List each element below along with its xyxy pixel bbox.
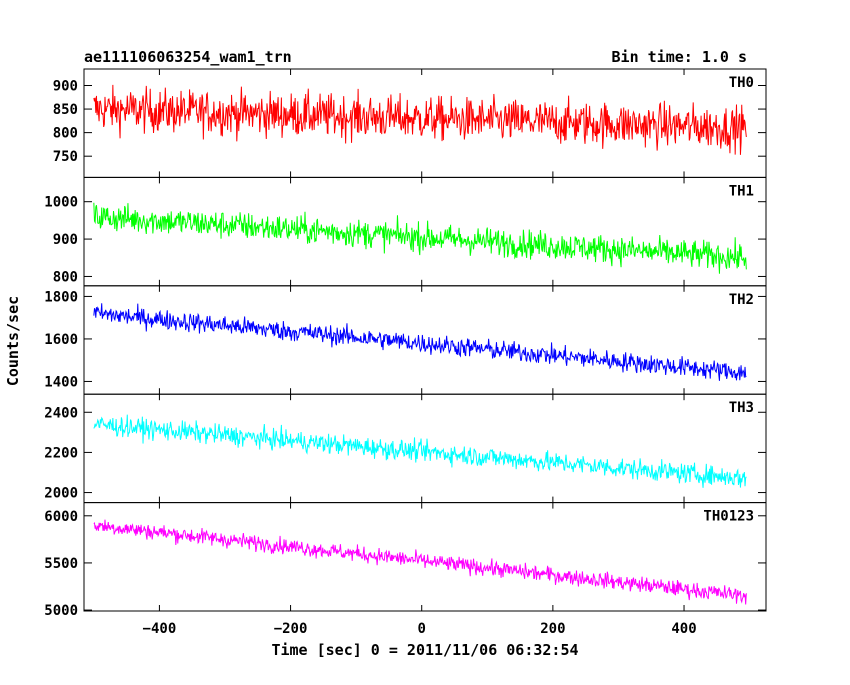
series-label-th1: TH1 bbox=[729, 183, 754, 199]
bin-time-label: Bin time: 1.0 s bbox=[612, 48, 747, 66]
panel-frame bbox=[83, 285, 767, 395]
series-line-th1 bbox=[93, 202, 747, 274]
y-tick-label: 1600 bbox=[44, 332, 78, 348]
y-tick-label: 2400 bbox=[44, 405, 78, 421]
series-line-th0123 bbox=[93, 519, 747, 605]
series-label-th3: TH3 bbox=[729, 400, 754, 416]
x-axis: −400 −200 0 200 400 bbox=[143, 621, 697, 637]
series-line-th0 bbox=[93, 84, 747, 155]
x-tick-label: −400 bbox=[143, 621, 177, 637]
y-axis-label: Counts/sec bbox=[4, 296, 22, 386]
panel-th0123: 5000 5500 6000 TH0123 bbox=[44, 502, 767, 619]
series-line-th3 bbox=[93, 414, 747, 488]
panel-th0: 750 800 850 900 TH0 bbox=[53, 68, 767, 178]
y-tick-label: 1800 bbox=[44, 289, 78, 305]
x-axis-label: Time [sec] 0 = 2011/11/06 06:32:54 bbox=[271, 641, 578, 659]
y-tick-label: 800 bbox=[53, 269, 78, 285]
y-tick-label: 5000 bbox=[44, 603, 78, 619]
panel-frame bbox=[83, 393, 767, 504]
y-tick-label: 1000 bbox=[44, 195, 78, 211]
panel-th1: 800 900 1000 TH1 bbox=[44, 176, 767, 287]
series-label-th0123: TH0123 bbox=[703, 509, 754, 525]
y-tick-label: 900 bbox=[53, 232, 78, 248]
series-label-th0: TH0 bbox=[729, 75, 754, 91]
series-label-th2: TH2 bbox=[729, 292, 754, 308]
panel-th2: 1400 1600 1800 TH2 bbox=[44, 285, 767, 395]
y-tick-label: 850 bbox=[53, 102, 78, 118]
y-tick-label: 900 bbox=[53, 78, 78, 94]
x-tick-label: 200 bbox=[540, 621, 565, 637]
y-tick-label: 2000 bbox=[44, 486, 78, 502]
panel-frame bbox=[83, 176, 767, 287]
panels-group: 750 800 850 900 TH0 800 900 1000 TH1 1400 1600 1800… bbox=[44, 68, 767, 619]
y-tick-label: 2200 bbox=[44, 445, 78, 461]
y-tick-label: 6000 bbox=[44, 509, 78, 525]
x-tick-label: 400 bbox=[671, 621, 696, 637]
y-tick-label: 750 bbox=[53, 149, 78, 165]
x-tick-label: 0 bbox=[418, 621, 426, 637]
y-tick-label: 800 bbox=[53, 126, 78, 142]
chart-title: ae111106063254_wam1_trn bbox=[84, 48, 292, 66]
series-line-th2 bbox=[93, 303, 747, 381]
panel-th3: 2000 2200 2400 TH3 bbox=[44, 393, 767, 504]
x-tick-label: −200 bbox=[274, 621, 308, 637]
panel-frame bbox=[83, 502, 767, 612]
y-tick-label: 1400 bbox=[44, 374, 78, 390]
y-tick-label: 5500 bbox=[44, 556, 78, 572]
